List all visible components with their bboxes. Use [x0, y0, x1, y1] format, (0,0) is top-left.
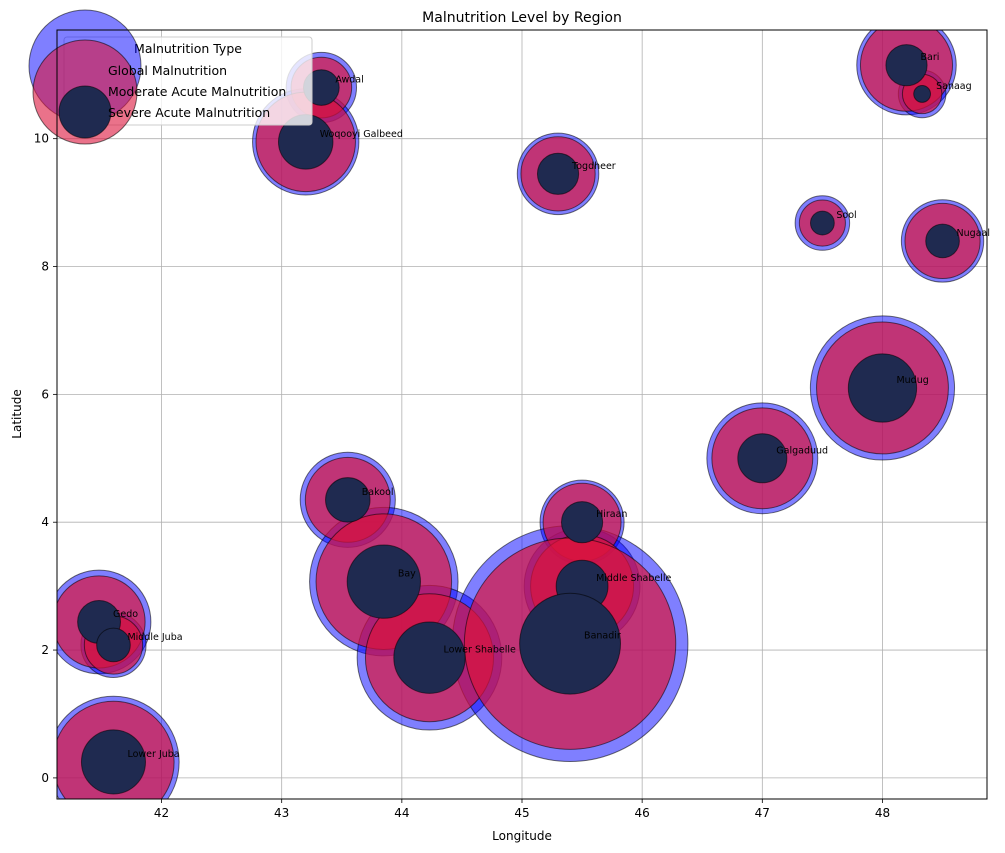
- y-tick-label: 8: [41, 260, 49, 274]
- region-label-gedo: Gedo: [113, 609, 138, 620]
- x-tick-label: 45: [514, 806, 529, 820]
- severe-bubble-banadir: [519, 592, 622, 695]
- region-label-bakool: Bakool: [362, 487, 394, 498]
- severe-bubble-bari: [885, 44, 928, 87]
- severe-bubble-middle-juba: [96, 627, 131, 663]
- region-label-sool: Sool: [836, 210, 856, 221]
- region-label-middle-juba: Middle Juba: [127, 632, 182, 643]
- severe-bubble-mudug: [847, 353, 918, 423]
- y-axis-label: Latitude: [10, 389, 24, 438]
- x-tick-label: 43: [274, 806, 289, 820]
- region-label-bay: Bay: [398, 569, 416, 580]
- region-label-middle-shabelle: Middle Shabelle: [596, 573, 671, 584]
- region-label-banadir: Banadir: [584, 631, 621, 642]
- legend-entry: Severe Acute Malnutrition: [108, 105, 270, 120]
- severe-bubble-nugaal: [925, 223, 960, 259]
- y-tick-label: 10: [34, 132, 49, 146]
- x-tick-label: 48: [875, 806, 890, 820]
- legend-handle-severe: [58, 85, 112, 139]
- severe-bubble-lower-shabelle: [393, 621, 466, 694]
- x-axis-label: Longitude: [492, 829, 552, 843]
- region-label-woqooyi-galbeed: Woqooyi Galbeed: [320, 129, 403, 140]
- chart-title: Malnutrition Level by Region: [422, 10, 622, 26]
- y-tick-label: 0: [41, 771, 49, 785]
- severe-bubble-togdheer: [536, 152, 580, 195]
- legend-entry: Moderate Acute Malnutrition: [108, 84, 286, 99]
- region-label-awdal: Awdal: [335, 75, 363, 86]
- region-label-galgaduud: Galgaduud: [776, 445, 828, 456]
- severe-bubble-sanaag: [913, 85, 932, 103]
- y-tick-label: 6: [41, 387, 49, 401]
- y-axis-ticks: 0 2 4 6 8 10: [34, 132, 57, 785]
- region-label-togdheer: Togdheer: [571, 161, 616, 172]
- x-tick-label: 47: [755, 806, 770, 820]
- region-label-mudug: Mudug: [896, 375, 928, 386]
- region-label-hiraan: Hiraan: [596, 509, 627, 520]
- region-label-nugaal: Nugaal: [957, 228, 990, 239]
- y-tick-label: 4: [41, 515, 49, 529]
- x-tick-label: 42: [154, 806, 169, 820]
- legend-entry: Global Malnutrition: [108, 63, 227, 78]
- region-label-bari: Bari: [920, 52, 939, 63]
- x-tick-label: 44: [394, 806, 409, 820]
- severe-bubble-bay: [346, 544, 421, 619]
- severe-bubble-galgaduud: [737, 433, 788, 484]
- severe-bubble-lower-juba: [80, 729, 146, 795]
- region-label-lower-shabelle: Lower Shabelle: [443, 645, 516, 656]
- region-label-lower-juba: Lower Juba: [127, 749, 179, 760]
- x-tick-label: 46: [635, 806, 650, 820]
- severe-bubble-bakool: [325, 477, 371, 523]
- y-tick-label: 2: [41, 643, 49, 657]
- severe-bubble-hiraan: [560, 501, 604, 544]
- legend-title: Malnutrition Type: [134, 41, 242, 56]
- region-labels: Bari Sanaag Awdal Woqooyi Galbeed Togdheer So…: [113, 52, 990, 760]
- severe-bubble-sool: [809, 210, 835, 236]
- x-axis-ticks: 42 43 44 45 46 47 48: [154, 799, 890, 820]
- region-label-sanaag: Sanaag: [936, 81, 972, 92]
